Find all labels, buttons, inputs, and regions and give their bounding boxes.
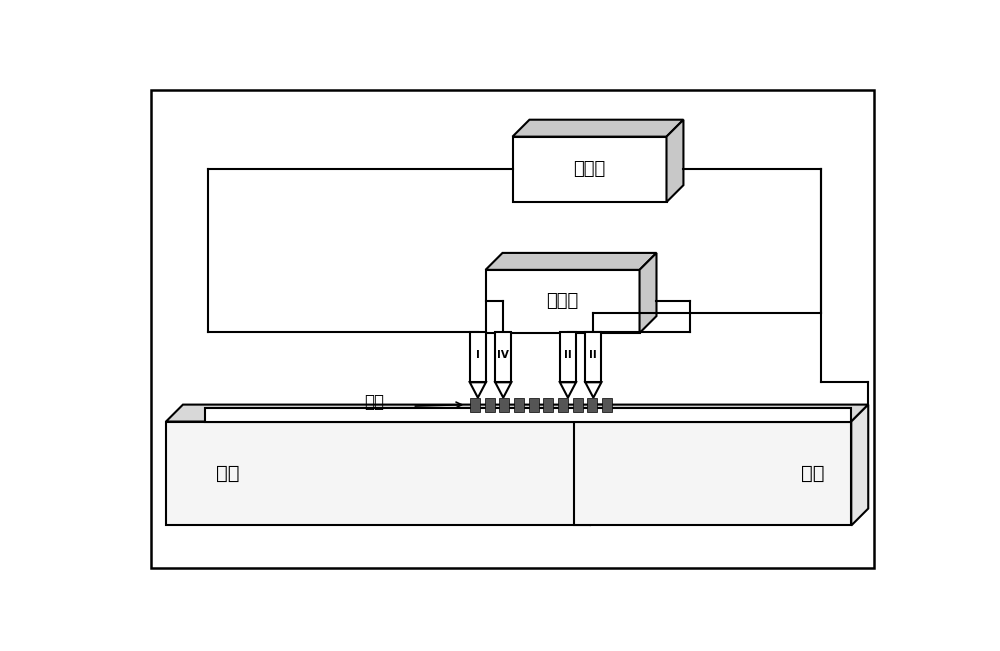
Bar bbox=[486, 270, 640, 333]
Bar bbox=[166, 422, 590, 525]
Text: II: II bbox=[564, 350, 572, 360]
Bar bbox=[470, 398, 480, 411]
Bar bbox=[560, 332, 576, 382]
Bar bbox=[495, 332, 511, 382]
Polygon shape bbox=[470, 382, 486, 398]
Bar bbox=[543, 398, 553, 411]
Polygon shape bbox=[486, 253, 656, 270]
Bar bbox=[602, 398, 612, 411]
Polygon shape bbox=[640, 253, 656, 333]
Text: 母材: 母材 bbox=[801, 464, 825, 483]
Bar bbox=[585, 332, 601, 382]
Text: IV: IV bbox=[497, 350, 509, 360]
Polygon shape bbox=[495, 382, 511, 398]
Text: I: I bbox=[476, 350, 480, 360]
Bar bbox=[587, 398, 597, 411]
Bar bbox=[485, 398, 495, 411]
Text: II: II bbox=[589, 350, 597, 360]
Polygon shape bbox=[166, 405, 606, 422]
Bar bbox=[512, 137, 666, 202]
Polygon shape bbox=[512, 120, 683, 137]
Bar bbox=[499, 398, 509, 411]
Text: 电压表: 电压表 bbox=[546, 292, 579, 311]
Bar bbox=[529, 398, 539, 411]
Bar bbox=[205, 408, 851, 422]
Text: 稳流源: 稳流源 bbox=[573, 160, 606, 178]
Bar bbox=[574, 422, 851, 525]
Polygon shape bbox=[585, 382, 601, 398]
Polygon shape bbox=[666, 120, 683, 202]
Bar bbox=[514, 398, 524, 411]
Bar bbox=[558, 398, 568, 411]
Bar bbox=[470, 332, 486, 382]
Polygon shape bbox=[574, 405, 868, 422]
Text: 母材: 母材 bbox=[216, 464, 239, 483]
Polygon shape bbox=[560, 382, 576, 398]
Bar bbox=[573, 398, 583, 411]
Polygon shape bbox=[590, 405, 606, 525]
Polygon shape bbox=[851, 405, 868, 525]
Text: 輊缝: 輊缝 bbox=[364, 393, 384, 411]
